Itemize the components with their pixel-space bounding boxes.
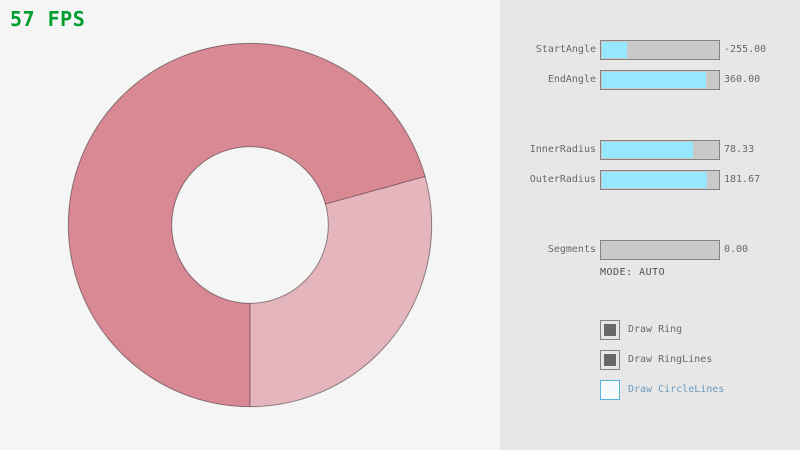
inner-radius-label: InnerRadius <box>529 144 596 155</box>
inner-radius-slider-fill <box>602 142 693 158</box>
start-angle-slider-fill <box>602 42 628 58</box>
slider-row-start-angle: StartAngle -255.00 <box>500 40 800 60</box>
inner-radius-value: 78.33 <box>724 144 755 155</box>
draw-ring-label: Draw Ring <box>628 324 683 335</box>
checkbox-row-draw-circlelines: Draw CircleLines <box>500 380 800 400</box>
slider-row-inner-radius: InnerRadius 78.33 <box>500 140 800 160</box>
checkbox-row-draw-ring: Draw Ring <box>500 320 800 340</box>
outer-radius-slider[interactable] <box>600 170 720 190</box>
slider-row-end-angle: EndAngle 360.00 <box>500 70 800 90</box>
end-angle-slider[interactable] <box>600 70 720 90</box>
start-angle-slider[interactable] <box>600 40 720 60</box>
controls-panel: StartAngle -255.00 EndAngle 360.00 Inner… <box>500 0 800 450</box>
draw-circlelines-checkbox[interactable] <box>600 380 620 400</box>
inner-radius-slider[interactable] <box>600 140 720 160</box>
segments-slider[interactable] <box>600 240 720 260</box>
end-angle-value: 360.00 <box>724 74 761 85</box>
slider-row-outer-radius: OuterRadius 181.67 <box>500 170 800 190</box>
segments-value: 0.00 <box>724 244 749 255</box>
ring-chart <box>67 42 433 408</box>
outer-radius-value: 181.67 <box>724 174 761 185</box>
draw-ring-checkbox[interactable] <box>600 320 620 340</box>
check-mark-icon <box>604 324 616 336</box>
start-angle-label: StartAngle <box>535 44 596 55</box>
draw-ringlines-checkbox[interactable] <box>600 350 620 370</box>
mode-indicator: MODE: AUTO <box>600 267 666 278</box>
start-angle-value: -255.00 <box>724 44 767 55</box>
outer-radius-label: OuterRadius <box>529 174 596 185</box>
draw-ringlines-label: Draw RingLines <box>628 354 713 365</box>
slider-row-segments: Segments 0.00 <box>500 240 800 260</box>
checkbox-row-draw-ringlines: Draw RingLines <box>500 350 800 370</box>
check-mark-icon <box>604 354 616 366</box>
end-angle-slider-fill <box>602 72 707 88</box>
draw-circlelines-label: Draw CircleLines <box>628 384 725 395</box>
end-angle-label: EndAngle <box>547 74 596 85</box>
segments-label: Segments <box>547 244 596 255</box>
outer-radius-slider-fill <box>602 172 708 188</box>
fps-counter: 57 FPS <box>10 7 86 31</box>
